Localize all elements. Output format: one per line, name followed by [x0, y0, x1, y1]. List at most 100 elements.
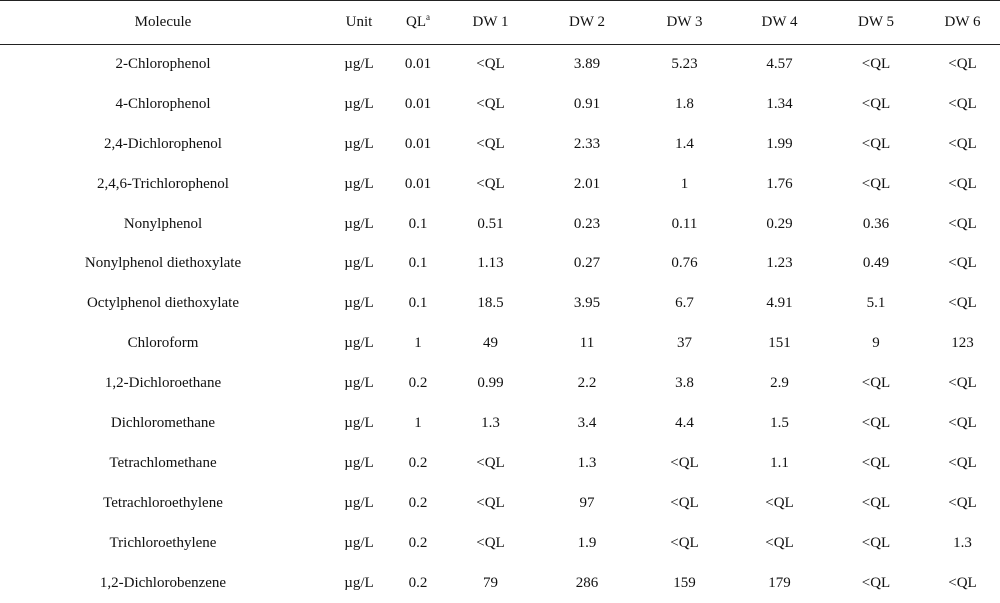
- cell-dw1: 0.51: [477, 215, 504, 232]
- cell-ql: 0.2: [408, 375, 428, 392]
- cell-dw1: <QL: [476, 534, 505, 551]
- cell-ql: 0.1: [408, 295, 428, 312]
- cell-dw6: <QL: [948, 375, 977, 392]
- cell-dw1: <QL: [476, 56, 505, 73]
- cell-dw5: 0.49: [862, 255, 890, 272]
- cell-dw4: 2.9: [770, 375, 789, 392]
- cell-dw6: <QL: [948, 295, 977, 312]
- table-row: Dichloromethane µg/L 1 1.3 3.4 4.4 1.5 <QL <QL: [0, 404, 1000, 444]
- table-row: Nonylphenol diethoxylate µg/L 0.1 1.13 0.27 0…: [0, 244, 1000, 284]
- cell-dw4: 151: [768, 335, 791, 352]
- header-dw4: DW 4: [732, 0, 827, 45]
- cell-dw5: <QL: [861, 135, 891, 152]
- cell-molecule: 4-Chlorophenol: [115, 95, 211, 112]
- header-ql: QLa: [392, 0, 444, 45]
- table-row: Trichloroethylene µg/L 0.2 <QL 1.9 <QL <QL <QL 1…: [0, 523, 1000, 563]
- cell-dw5: <QL: [861, 95, 891, 112]
- cell-dw6: <QL: [948, 215, 977, 232]
- cell-dw4: <QL: [765, 494, 794, 511]
- cell-dw6: 1.3: [953, 534, 972, 551]
- table-row: Tetrachloroethylene µg/L 0.2 <QL 97 <QL <QL <QL…: [0, 483, 1000, 523]
- cell-dw1: <QL: [476, 454, 505, 471]
- cell-dw6: <QL: [948, 454, 977, 471]
- cell-dw4: 1.23: [766, 255, 793, 272]
- cell-dw3: 4.4: [675, 414, 694, 431]
- cell-dw4: 1.34: [766, 95, 793, 112]
- cell-dw3: 0.76: [671, 255, 698, 272]
- cell-dw1: 49: [483, 335, 498, 352]
- cell-ql: 0.01: [404, 135, 432, 152]
- cell-unit: µg/L: [344, 56, 374, 73]
- cell-ql: 1: [414, 335, 422, 352]
- table-header: Molecule Unit QLa DW 1 DW 2 DW 3 DW 4 DW…: [0, 0, 1000, 45]
- cell-unit: µg/L: [344, 255, 374, 272]
- table-row: Tetrachlomethane µg/L 0.2 <QL 1.3 <QL 1.1 <QL <Q…: [0, 443, 1000, 483]
- cell-dw5: 5.1: [866, 295, 886, 312]
- cell-dw3: 1.4: [675, 135, 694, 152]
- cell-ql: 0.2: [408, 454, 428, 471]
- cell-unit: µg/L: [344, 215, 374, 232]
- header-ql-footnote-mark: a: [426, 12, 430, 22]
- cell-dw1: 0.99: [477, 375, 504, 392]
- cell-dw4: 4.91: [766, 295, 793, 312]
- cell-dw2: 3.4: [577, 414, 597, 431]
- cell-dw4: 1.1: [770, 454, 789, 471]
- cell-dw1: 1.13: [477, 255, 504, 272]
- cell-dw2: 11: [579, 335, 595, 352]
- cell-dw6: <QL: [948, 135, 977, 152]
- cell-dw4: 0.29: [766, 215, 793, 232]
- cell-molecule: Nonylphenol: [123, 215, 203, 232]
- header-molecule: Molecule: [0, 0, 326, 45]
- cell-dw4: 1.5: [770, 414, 789, 431]
- cell-dw2: 97: [579, 494, 595, 511]
- cell-dw2: 286: [575, 574, 599, 591]
- cell-unit: µg/L: [344, 574, 374, 591]
- cell-unit: µg/L: [344, 175, 374, 192]
- table-row: Octylphenol diethoxylate µg/L 0.1 18.5 3.95 6…: [0, 284, 1000, 324]
- table-row: 2-Chlorophenol µg/L 0.01 <QL 3.89 5.23 4.57 <QL…: [0, 45, 1000, 85]
- cell-dw5: <QL: [861, 414, 891, 431]
- cell-molecule: Octylphenol diethoxylate: [86, 295, 240, 312]
- cell-dw3: 0.11: [671, 215, 698, 232]
- cell-dw1: <QL: [476, 494, 505, 511]
- cell-dw4: 4.57: [766, 56, 793, 73]
- cell-ql: 0.2: [408, 494, 428, 511]
- cell-molecule: 1,2-Dichloroethane: [104, 375, 222, 392]
- cell-dw5: <QL: [861, 534, 891, 551]
- cell-molecule: 1,2-Dichlorobenzene: [99, 574, 227, 591]
- header-unit: Unit: [326, 0, 392, 45]
- cell-ql: 0.01: [404, 56, 432, 73]
- cell-molecule: 2,4-Dichlorophenol: [104, 135, 222, 152]
- header-ql-label: QL: [406, 14, 426, 30]
- cell-dw6: <QL: [948, 255, 977, 272]
- cell-ql: 0.2: [408, 574, 428, 591]
- table-row: 1,2-Dichloroethane µg/L 0.2 0.99 2.2 3.8 2.9 <Q…: [0, 364, 1000, 404]
- cell-dw5: <QL: [861, 454, 891, 471]
- cell-unit: µg/L: [344, 135, 374, 152]
- cell-molecule: 2,4,6-Trichlorophenol: [97, 175, 229, 192]
- cell-dw1: 1.3: [481, 414, 500, 431]
- cell-dw1: <QL: [476, 175, 505, 192]
- cell-dw3: 5.23: [671, 56, 698, 73]
- cell-dw5: 9: [872, 335, 880, 352]
- cell-dw6: <QL: [948, 494, 977, 511]
- cell-dw5: <QL: [861, 494, 891, 511]
- header-dw2: DW 2: [537, 0, 637, 45]
- cell-dw2: 3.95: [573, 295, 601, 312]
- cell-dw3: 6.7: [675, 295, 694, 312]
- table-row: 4-Chlorophenol µg/L 0.01 <QL 0.91 1.8 1.34 <QL <…: [0, 84, 1000, 124]
- cell-ql: 1: [414, 414, 422, 431]
- cell-dw2: 1.3: [577, 454, 597, 471]
- cell-dw5: <QL: [861, 574, 891, 591]
- cell-unit: µg/L: [344, 494, 374, 511]
- cell-dw2: 1.9: [577, 534, 597, 551]
- header-row: Molecule Unit QLa DW 1 DW 2 DW 3 DW 4 DW…: [0, 0, 1000, 45]
- cell-dw6: <QL: [948, 574, 977, 591]
- cell-unit: µg/L: [344, 534, 374, 551]
- cell-dw6: <QL: [948, 175, 977, 192]
- table-row: Nonylphenol µg/L 0.1 0.51 0.23 0.11 0.29 0.36 <Q…: [0, 204, 1000, 244]
- cell-dw2: 0.23: [573, 215, 601, 232]
- cell-dw2: 3.89: [573, 56, 601, 73]
- cell-dw4: <QL: [765, 534, 794, 551]
